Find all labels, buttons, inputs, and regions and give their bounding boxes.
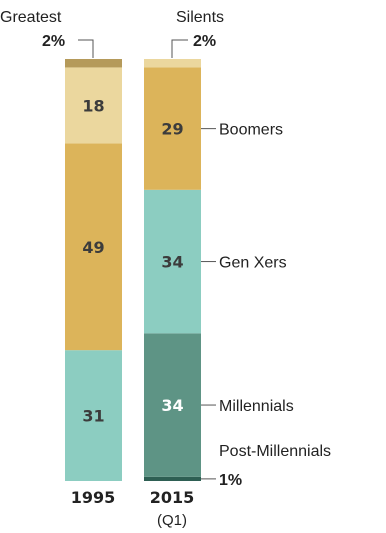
category-label-2015: 2015 <box>150 488 195 507</box>
bar-segment-greatest-1995 <box>65 59 122 68</box>
data-label-gen-xers-2015: 34 <box>161 253 183 272</box>
bar-segment-gen-xers-2015 <box>144 189 201 334</box>
data-label-boomers-2015: 29 <box>161 120 183 139</box>
bar-segment-post-millennials-2015 <box>144 476 201 481</box>
bars-group <box>65 59 201 481</box>
series-label-millennials: Millennials <box>219 398 294 415</box>
bar-segment-boomers-2015 <box>144 67 201 190</box>
data-label-gen-xers-1995: 49 <box>82 238 104 257</box>
value-labels-group: 31 49 18 34 34 29 <box>82 96 183 425</box>
bar-segment-boomers-1995 <box>65 67 122 144</box>
series-value-greatest: 2% <box>42 33 65 50</box>
bar-segment-millennials-2015 <box>144 333 201 477</box>
data-label-boomers-1995: 18 <box>82 96 104 115</box>
data-label-millennials-2015: 34 <box>161 396 183 415</box>
series-label-greatest: Greatest <box>0 9 62 26</box>
category-label-1995: 1995 <box>71 488 116 507</box>
bar-segment-silents-2015 <box>144 59 201 68</box>
category-note-2015: (Q1) <box>157 512 187 529</box>
bar-segment-gen-xers-1995 <box>65 143 122 351</box>
data-label-millennials-1995: 31 <box>82 407 104 426</box>
series-label-gen-xers: Gen Xers <box>219 255 287 272</box>
bar-segment-millennials-1995 <box>65 350 122 481</box>
leader-line-greatest <box>78 39 94 58</box>
leader-line-silents <box>171 39 188 58</box>
series-label-silents: Silents <box>176 9 224 26</box>
annotations-group: Boomers Gen Xers Millennials Post-Millennia… <box>0 9 331 489</box>
series-value-post-millennials: 1% <box>219 472 242 489</box>
series-label-post-millennials: Post-Millennials <box>219 443 331 460</box>
series-value-silents: 2% <box>193 33 216 50</box>
series-label-boomers: Boomers <box>219 122 283 139</box>
